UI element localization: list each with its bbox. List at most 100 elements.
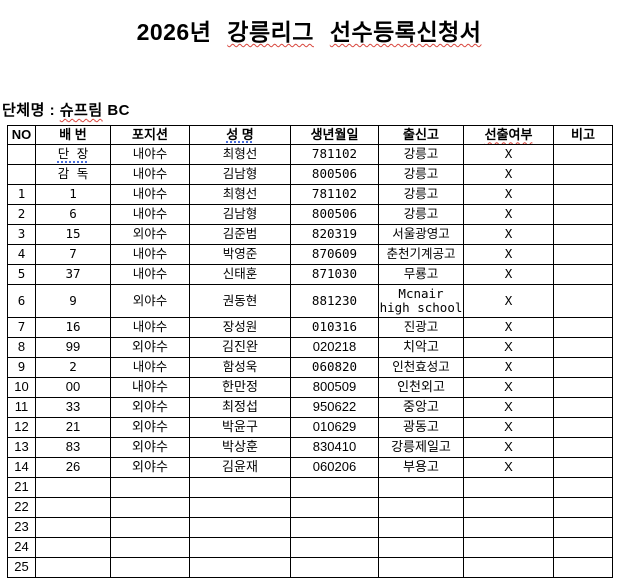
cell-school: 무룡고 [378,264,464,285]
cell-position [110,497,190,518]
cell-note [553,357,613,378]
cell-name: 함성욱 [189,357,291,378]
cell-no: 23 [7,517,36,538]
cell-birth: 830410 [290,437,379,458]
cell-name: 권동현 [189,284,291,318]
cell-selected [463,517,554,538]
cell-selected [463,477,554,498]
cell-no: 11 [7,397,36,418]
cell-number: 7 [35,244,111,265]
player-registration-table: NO 배 번 포지션 성 명 생년월일 출신고 선출여부 비고 단 장 내야수 최형선 781102… [7,125,613,578]
column-header-label: 비고 [571,126,595,142]
table-row: 6 9 외야수 권동현 881230 Mcnair high school X [7,284,613,318]
column-header-label: NO [11,126,32,142]
page-title: 2026년 강릉리그 선수등록신청서 [0,0,618,47]
cell-number: 1 [35,184,111,205]
table-row: 감 독 내야수 김남형 800506 강릉고 X [7,164,613,185]
title-year: 2026년 [136,19,212,45]
cell-name: 김남형 [189,204,291,225]
cell-no [7,164,36,185]
title-form-name: 선수등록신청서 [329,19,482,45]
table-row: 9 2 내야수 함성욱 060820 인천효성고 X [7,357,613,378]
cell-position: 외야수 [110,224,190,245]
cell-number: 9 [35,284,111,318]
cell-school: 부용고 [378,457,464,478]
cell-name: 한만정 [189,377,291,398]
cell-position: 내야수 [110,164,190,185]
table-row: 2 6 내야수 김남형 800506 강릉고 X [7,204,613,225]
cell-birth: 800506 [290,204,379,225]
cell-school [378,557,464,578]
cell-school: Mcnair high school [378,284,464,318]
cell-birth: 950622 [290,397,379,418]
column-header-label: 생년월일 [310,126,359,142]
cell-note [553,397,613,418]
column-header-label: 성 명 [226,126,254,142]
table-row: 12 21 외야수 박윤구 010629 광동고 X [7,417,613,438]
cell-number: 감 독 [35,164,111,185]
cell-number [35,557,111,578]
cell-number: 단 장 [35,144,111,165]
cell-position: 외야수 [110,457,190,478]
cell-school: 강릉고 [378,204,464,225]
cell-position: 내야수 [110,264,190,285]
cell-selected: X [463,164,554,185]
cell-note [553,284,613,318]
cell-name [189,497,291,518]
cell-note [553,537,613,558]
cell-position: 내야수 [110,144,190,165]
cell-position [110,477,190,498]
cell-position: 내야수 [110,377,190,398]
cell-note [553,204,613,225]
cell-school [378,537,464,558]
cell-no: 14 [7,457,36,478]
table-row: 13 83 외야수 박상훈 830410 강릉제일고 X [7,437,613,458]
cell-number: 83 [35,437,111,458]
table-row: 7 16 내야수 장성원 010316 진광고 X [7,317,613,338]
cell-selected [463,497,554,518]
table-row: 5 37 내야수 신태훈 871030 무룡고 X [7,264,613,285]
cell-position: 내야수 [110,317,190,338]
cell-position: 외야수 [110,397,190,418]
table-row: 25 [7,557,613,578]
cell-note [553,317,613,338]
cell-number: 16 [35,317,111,338]
cell-name: 박윤구 [189,417,291,438]
cell-birth: 870609 [290,244,379,265]
cell-number: 2 [35,357,111,378]
cell-name [189,537,291,558]
cell-number: 99 [35,337,111,358]
cell-school [378,477,464,498]
cell-selected: X [463,377,554,398]
cell-selected: X [463,224,554,245]
cell-birth [290,537,379,558]
cell-birth [290,517,379,538]
cell-number: 6 [35,204,111,225]
cell-name [189,517,291,538]
cell-selected [463,537,554,558]
cell-note [553,457,613,478]
cell-note [553,477,613,498]
cell-birth: 781102 [290,144,379,165]
cell-no: 10 [7,377,36,398]
cell-number [35,477,111,498]
cell-position: 외야수 [110,437,190,458]
cell-no: 8 [7,337,36,358]
cell-number: 21 [35,417,111,438]
cell-school: 인천외고 [378,377,464,398]
cell-selected: X [463,284,554,318]
cell-selected: X [463,144,554,165]
cell-school [378,497,464,518]
cell-birth: 781102 [290,184,379,205]
cell-name: 최형선 [189,144,291,165]
cell-note [553,417,613,438]
table-row: 23 [7,517,613,538]
column-header-name: 성 명 [189,125,291,145]
cell-number [35,537,111,558]
column-header-label: 배 번 [59,126,87,142]
cell-birth: 060206 [290,457,379,478]
cell-school: 강릉고 [378,144,464,165]
cell-note [553,437,613,458]
cell-name: 박영준 [189,244,291,265]
cell-school: 인천효성고 [378,357,464,378]
